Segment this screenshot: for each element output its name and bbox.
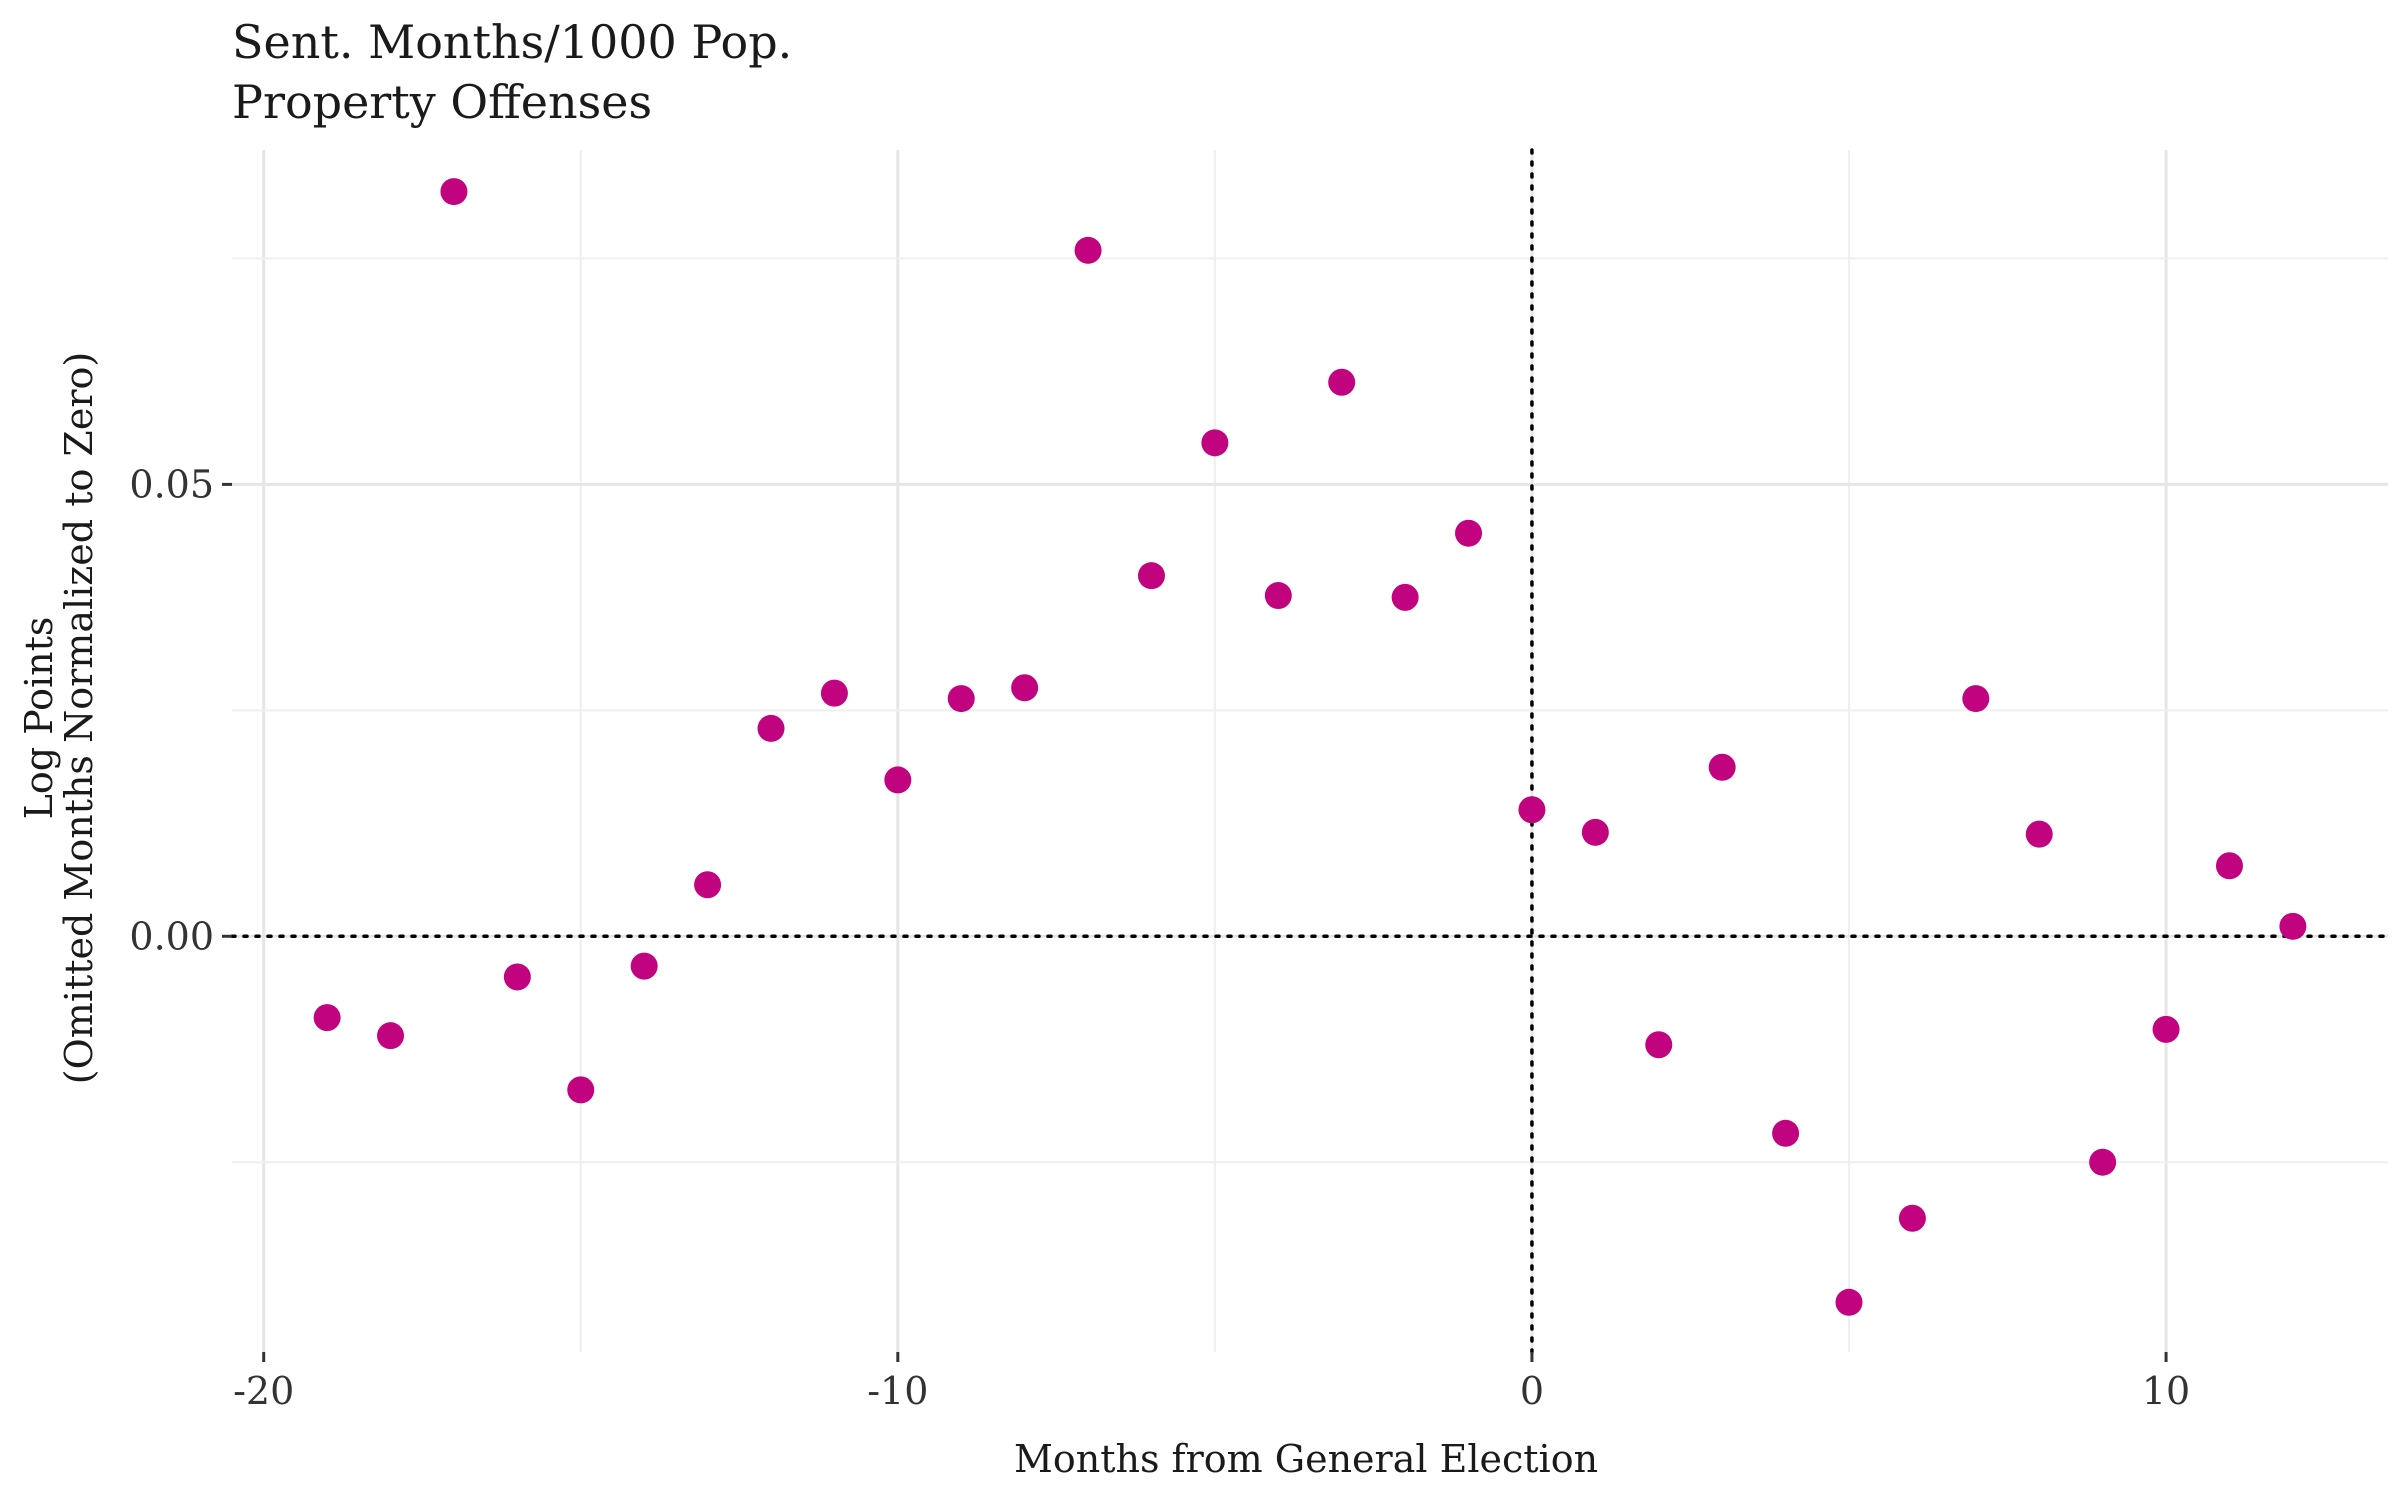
data-point — [1835, 1288, 1863, 1316]
data-point — [630, 952, 658, 980]
x-tick-label: -10 — [867, 1369, 928, 1413]
data-point — [1074, 236, 1102, 264]
data-point — [313, 1004, 341, 1032]
data-point — [1137, 562, 1165, 590]
data-point — [1645, 1031, 1673, 1059]
data-point — [2089, 1148, 2117, 1176]
data-point — [377, 1022, 405, 1050]
data-point — [1455, 519, 1483, 547]
data-point — [757, 714, 785, 742]
reference-lines — [230, 148, 2390, 1354]
grid — [232, 150, 2388, 1352]
axis-ticks: -20 -10 0 10 0.00 0.05 — [129, 462, 2190, 1413]
data-point — [440, 178, 468, 206]
chart-subtitle: Property Offenses — [232, 75, 652, 129]
data-point — [1772, 1119, 1800, 1147]
data-point — [1264, 582, 1292, 610]
y-axis-title: Log Points — [17, 617, 61, 820]
data-point — [567, 1076, 595, 1104]
data-points — [313, 178, 2307, 1316]
data-point — [2025, 820, 2053, 848]
y-tick-label: 0.00 — [129, 914, 214, 958]
x-tick-label: 10 — [2142, 1369, 2190, 1413]
data-point — [2152, 1015, 2180, 1043]
data-point — [2215, 852, 2243, 880]
data-point — [1391, 583, 1419, 611]
x-tick-label: -20 — [233, 1369, 294, 1413]
data-point — [1708, 753, 1736, 781]
data-point — [694, 871, 722, 899]
chart-title: Sent. Months/1000 Pop. — [232, 15, 792, 69]
data-point — [1011, 674, 1039, 702]
x-tick-label: 0 — [1520, 1369, 1544, 1413]
data-point — [820, 679, 848, 707]
data-point — [1962, 685, 1990, 713]
data-point — [947, 685, 975, 713]
y-axis-subtitle: (Omitted Months Normalized to Zero) — [57, 352, 101, 1084]
x-axis-title: Months from General Election — [1014, 1437, 1598, 1481]
data-point — [1581, 818, 1609, 846]
data-point — [503, 963, 531, 991]
data-point — [1201, 429, 1229, 457]
data-point — [1518, 796, 1546, 824]
y-tick-label: 0.05 — [129, 462, 214, 506]
data-point — [1328, 368, 1356, 396]
data-point — [2279, 912, 2307, 940]
data-point — [884, 766, 912, 794]
data-point — [1898, 1204, 1926, 1232]
